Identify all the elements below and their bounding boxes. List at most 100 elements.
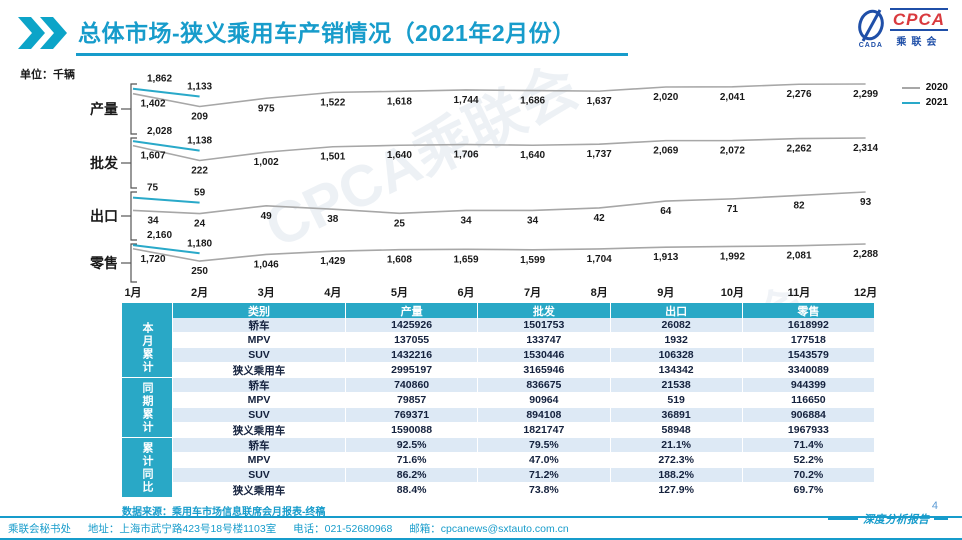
table-category-cell: 轿车 xyxy=(173,378,345,392)
chart-value-label: 59 xyxy=(194,188,206,199)
table-value-cell: 52.2% xyxy=(742,453,874,467)
chart-value-label: 1,607 xyxy=(140,151,165,162)
table-value-cell: 519 xyxy=(610,393,742,407)
table-value-cell: 92.5% xyxy=(346,438,478,452)
chart-value-label: 1,720 xyxy=(140,254,165,265)
cpca-logo: CADA CPCA 乘联会 xyxy=(856,8,948,49)
table-column-header: 零售 xyxy=(742,303,874,319)
chart-value-label: 24 xyxy=(194,219,206,230)
chart-value-label: 34 xyxy=(460,215,472,226)
cpca-chinese-text: 乘联会 xyxy=(896,37,942,48)
chart-line xyxy=(132,87,200,98)
chart-value-label: 2,041 xyxy=(720,92,745,103)
legend-swatch-2021 xyxy=(901,101,920,104)
row-axis-bracket xyxy=(130,83,137,135)
chart-value-label: 2,288 xyxy=(853,249,878,260)
table-value-cell: 36891 xyxy=(610,408,742,422)
table-category-cell: MPV xyxy=(173,393,345,407)
cada-swoosh-icon xyxy=(858,9,884,42)
table-header-corner xyxy=(122,303,172,319)
chart-row-label: 批发 xyxy=(90,155,119,171)
table-value-cell: 836675 xyxy=(478,378,610,392)
table-value-cell: 88.4% xyxy=(346,483,478,497)
table-category-cell: MPV xyxy=(173,333,345,347)
table-value-cell: 73.8% xyxy=(478,483,610,497)
chart-value-label: 1,862 xyxy=(147,74,172,85)
chart-value-label: 1,637 xyxy=(587,96,612,107)
data-source-note: 数据来源：乘用车市场信息联席会月报表-终稿 xyxy=(122,507,326,518)
table-category-cell: SUV xyxy=(173,348,345,362)
x-axis-month-label: 12月 xyxy=(854,286,877,299)
chart-value-label: 2,262 xyxy=(786,144,811,155)
chart-value-label: 2,314 xyxy=(853,143,878,154)
legend-label-2021: 2021 xyxy=(925,97,948,108)
table-column-header: 批发 xyxy=(478,303,610,319)
table-value-cell: 1967933 xyxy=(742,423,874,437)
chart-legend: 2020 2021 xyxy=(901,80,948,110)
x-axis-month-label: 4月 xyxy=(324,286,341,299)
chart-value-label: 49 xyxy=(261,211,273,222)
table-column-header: 出口 xyxy=(610,303,742,319)
chart-value-label: 1,402 xyxy=(140,99,165,110)
x-axis-month-label: 1月 xyxy=(124,286,141,299)
table-column-header: 类别 xyxy=(173,303,345,319)
chart-line xyxy=(132,140,200,152)
chart-value-label: 1,737 xyxy=(587,149,612,160)
chart-unit-label: 单位：千辆 xyxy=(20,69,75,81)
x-axis-month-label: 3月 xyxy=(258,286,275,299)
table-category-cell: 狭义乘用车 xyxy=(173,363,345,377)
chart-value-label: 1,138 xyxy=(187,136,212,147)
chart-value-label: 1,180 xyxy=(187,238,212,249)
chart-value-label: 1,046 xyxy=(254,259,279,270)
table-category-cell: 轿车 xyxy=(173,438,345,452)
cpca-text: CPCA xyxy=(889,8,948,31)
x-axis-month-label: 8月 xyxy=(591,286,608,299)
cada-text: CADA xyxy=(858,42,883,49)
chart-value-label: 1,133 xyxy=(187,82,212,93)
table-value-cell: 1530446 xyxy=(478,348,610,362)
chart-line xyxy=(132,243,866,262)
x-axis-month-label: 10月 xyxy=(721,286,744,299)
table-value-cell: 177518 xyxy=(742,333,874,347)
table-value-cell: 134342 xyxy=(610,363,742,377)
chart-value-label: 975 xyxy=(258,103,275,114)
table-value-cell: 944399 xyxy=(742,378,874,392)
chart-row-label: 出口 xyxy=(90,208,118,224)
double-chevron-icon xyxy=(18,17,67,49)
table-value-cell: 3165946 xyxy=(478,363,610,377)
table-category-cell: 狭义乘用车 xyxy=(173,483,345,497)
chart-value-label: 1,599 xyxy=(520,255,545,266)
table-value-cell: 106328 xyxy=(610,348,742,362)
chart-line xyxy=(132,137,866,162)
report-tag-line-right xyxy=(934,518,948,520)
table-value-cell: 86.2% xyxy=(346,468,478,482)
trend-chart: 产量 1,402 209 975 1,522 1,618 1,744 1,686 1,637 2,… xyxy=(89,74,879,299)
page-header: 总体市场-狭义乘用车产销情况（2021年2月份） CADA CPCA 乘联会 xyxy=(0,0,962,58)
footer-phone: 电话：021-52680968 xyxy=(293,522,393,535)
chart-value-label: 1,659 xyxy=(453,254,478,265)
chart-value-label: 38 xyxy=(327,214,339,225)
chart-value-label: 1,640 xyxy=(520,150,545,161)
table-group-label: 同期累计 xyxy=(122,378,172,437)
table-category-cell: SUV xyxy=(173,408,345,422)
table-value-cell: 137055 xyxy=(346,333,478,347)
x-axis-month-label: 2月 xyxy=(191,286,208,299)
chart-line xyxy=(132,244,200,255)
table-value-cell: 70.2% xyxy=(742,468,874,482)
table-group-label: 累计同比 xyxy=(122,438,172,497)
table-value-cell: 69.7% xyxy=(742,483,874,497)
chart-value-label: 1,522 xyxy=(320,97,345,108)
table-value-cell: 26082 xyxy=(610,318,742,332)
table-value-cell: 1432216 xyxy=(346,348,478,362)
chart-value-label: 1,992 xyxy=(720,251,745,262)
legend-item-2020: 2020 xyxy=(901,80,948,95)
chart-value-label: 250 xyxy=(191,266,208,277)
chart-value-label: 1,686 xyxy=(520,96,545,107)
table-value-cell: 79.5% xyxy=(478,438,610,452)
chart-value-label: 1,002 xyxy=(254,157,279,168)
chart-value-label: 1,913 xyxy=(653,252,678,263)
table-value-cell: 1821747 xyxy=(478,423,610,437)
page-number: 4 xyxy=(931,500,938,512)
chart-line xyxy=(132,191,866,215)
chart-value-label: 71 xyxy=(727,204,739,215)
